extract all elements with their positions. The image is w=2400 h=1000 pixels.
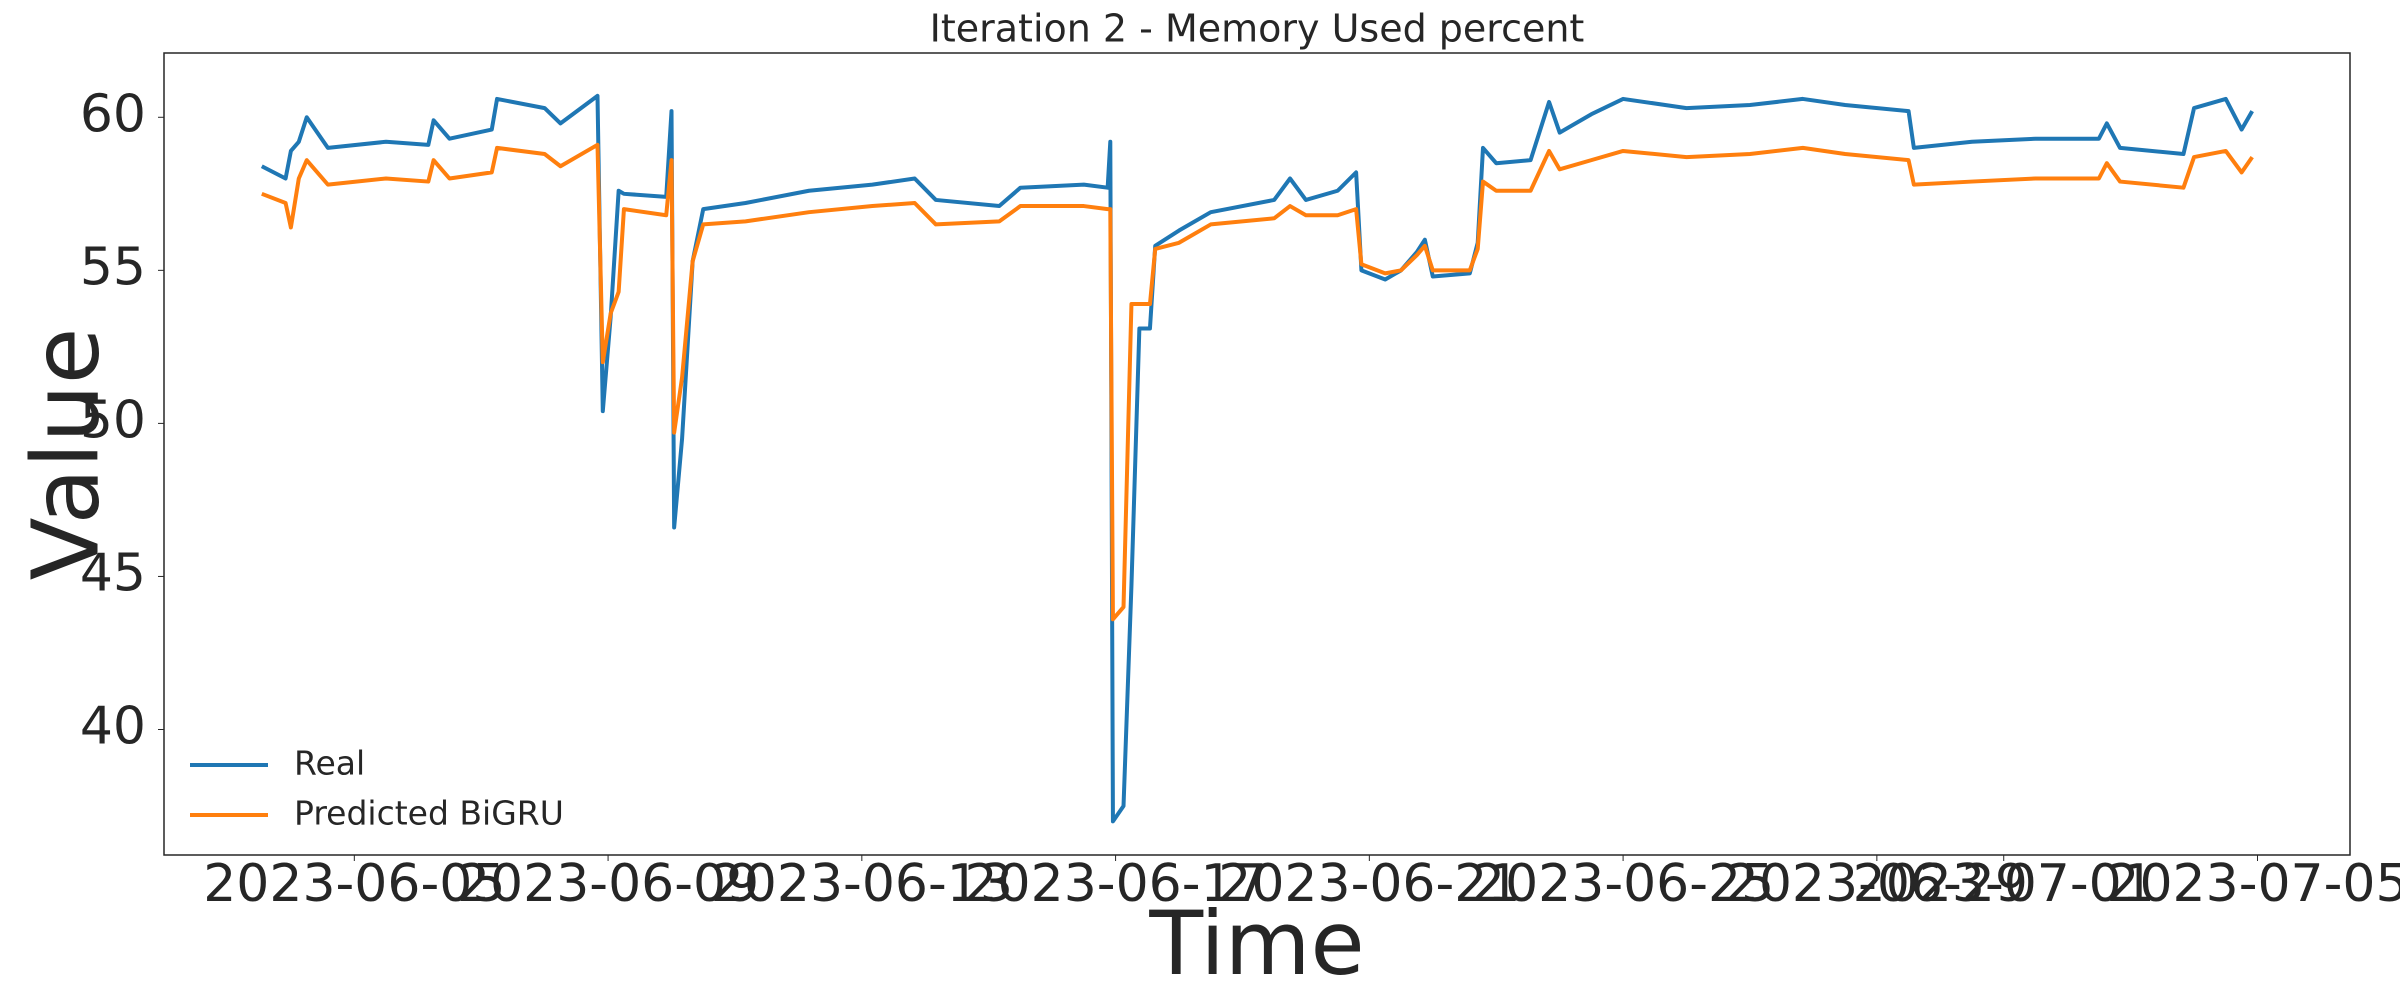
plot-frame: [163, 52, 2351, 856]
chart-title: Iteration 2 - Memory Used percent: [930, 7, 1585, 51]
x-tick-label: 2023-06-21: [1218, 854, 1520, 914]
legend-label: Real: [294, 744, 365, 783]
y-axis-label: Value: [12, 328, 119, 581]
x-axis-label: Time: [1148, 892, 1364, 995]
x-tick-label: 2023-07-05: [2106, 854, 2400, 914]
legend-label: Predicted BiGRU: [294, 794, 564, 833]
y-tick-label: 45: [80, 543, 146, 603]
series-line: [260, 93, 2254, 824]
x-tick-label: 2023-06-17: [964, 854, 1266, 914]
x-tick-label: 2023-06-25: [1472, 854, 1774, 914]
x-tick-label: 2023-06-13: [711, 854, 1013, 914]
y-tick-label: 50: [80, 390, 146, 450]
x-tick-label: 2023-07-01: [1853, 854, 2155, 914]
x-tick-label: 2023-06-29: [1726, 854, 2028, 914]
series-line: [261, 142, 2254, 622]
y-tick-label: 60: [80, 84, 146, 144]
y-tick-label: 40: [80, 696, 146, 756]
y-tick-label: 55: [80, 237, 146, 297]
x-tick-label: 2023-06-05: [203, 854, 505, 914]
x-tick-label: 2023-06-09: [457, 854, 759, 914]
